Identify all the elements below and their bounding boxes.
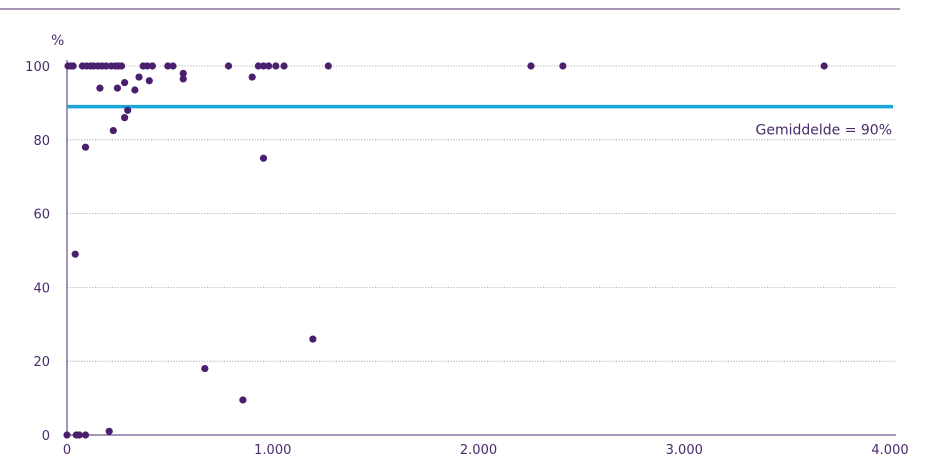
data-point-41 — [81, 143, 90, 151]
data-point-31 — [248, 73, 256, 81]
data-point-51 — [105, 427, 113, 435]
x-tick-label-0: 0 — [63, 443, 71, 458]
x-tick-label-4000: 4.000 — [871, 443, 908, 458]
axes — [66, 60, 896, 436]
data-point-43 — [71, 250, 79, 258]
y-tick-label-0: 0 — [42, 429, 50, 444]
data-point-22 — [265, 62, 273, 70]
y-tick-label-80: 80 — [33, 134, 50, 149]
data-point-25 — [324, 62, 332, 70]
y-axis-label: % — [51, 33, 64, 49]
data-point-34 — [121, 79, 129, 87]
data-point-28 — [820, 62, 828, 70]
data-point-38 — [124, 106, 132, 114]
data-point-13 — [117, 62, 126, 70]
data-point-24 — [280, 62, 288, 70]
data-point-19 — [224, 62, 233, 70]
data-point-37 — [131, 86, 139, 94]
y-tick-label-40: 40 — [33, 281, 50, 296]
data-point-35 — [96, 84, 104, 92]
data-point-9 — [102, 62, 110, 70]
data-point-40 — [109, 126, 117, 135]
data-point-27 — [559, 62, 567, 70]
data-point-33 — [145, 77, 153, 85]
data-point-23 — [272, 62, 280, 70]
tick-labels: 0 20 40 60 80 100 0 1.000 2.000 3.000 4.000 — [25, 60, 908, 458]
data-point-21 — [259, 62, 268, 70]
x-tick-label-2000: 2.000 — [460, 443, 497, 458]
data-point-18 — [169, 62, 177, 70]
data-point-16 — [148, 62, 156, 70]
data-point-32 — [179, 75, 187, 83]
data-points — [63, 62, 828, 439]
data-point-15 — [143, 62, 151, 70]
data-point-47 — [63, 431, 71, 439]
y-tick-label-20: 20 — [33, 355, 50, 370]
y-tick-label-60: 60 — [33, 208, 50, 223]
data-point-46 — [239, 396, 247, 404]
average-line-label: Gemiddelde = 90% — [755, 123, 892, 139]
data-point-30 — [135, 73, 143, 81]
data-point-2 — [69, 62, 77, 70]
data-point-36 — [113, 84, 122, 92]
data-point-39 — [121, 114, 129, 122]
data-point-17 — [164, 62, 172, 70]
data-point-42 — [259, 154, 268, 162]
data-point-20 — [254, 62, 262, 70]
data-point-45 — [201, 364, 209, 373]
y-tick-label-100: 100 — [25, 60, 50, 75]
data-point-44 — [309, 335, 317, 343]
x-tick-label-3000: 3.000 — [666, 443, 703, 458]
average-line-group: Gemiddelde = 90% — [67, 104, 893, 139]
grid-lines — [67, 65, 896, 362]
data-point-29 — [179, 69, 187, 77]
data-point-49 — [75, 431, 83, 439]
data-point-26 — [527, 62, 535, 70]
x-tick-label-1000: 1.000 — [254, 443, 291, 458]
data-point-50 — [81, 431, 90, 439]
